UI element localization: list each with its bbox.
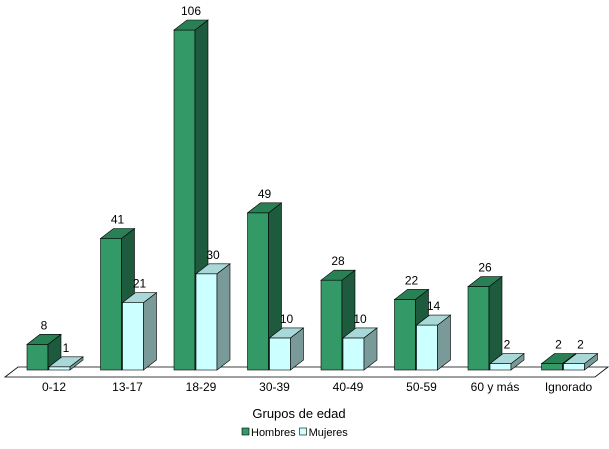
category-label-50-59: 50-59 (406, 380, 437, 394)
bar-mujeres-40-49 (342, 327, 378, 371)
category-label-ignorado: Ignorado (545, 380, 593, 394)
bar-top-face (540, 353, 577, 364)
bar-front-face (195, 273, 218, 371)
value-label-mujeres-13-17: 21 (133, 277, 147, 291)
legend-swatch-hombres (241, 427, 250, 436)
bar-top-face (467, 276, 503, 287)
value-label-hombres-50-59: 22 (405, 273, 419, 287)
bar-front-face (416, 324, 438, 371)
category-label-40-49: 40-49 (333, 380, 364, 394)
value-label-mujeres-60-y-m-s: 2 (504, 338, 511, 352)
bar-mujeres-60-y-m-s (489, 352, 525, 371)
chart-floor (3, 366, 609, 378)
category-label-13-17: 13-17 (112, 380, 143, 394)
bar-top-face (26, 334, 62, 345)
bar-top-face (121, 292, 158, 303)
bar-front-face (173, 29, 196, 371)
value-label-hombres-40-49: 28 (331, 254, 345, 268)
bar-front-face (247, 212, 269, 371)
bar-front-face (100, 238, 122, 371)
bar-front-face (269, 337, 291, 371)
bar-front-face (563, 363, 585, 371)
x-axis-title: Grupos de edad (252, 406, 345, 421)
value-label-mujeres-18-29: 30 (206, 248, 220, 262)
bar-side-face (143, 292, 157, 371)
bars-layer (26, 19, 599, 371)
value-label-hombres-30-39: 49 (258, 187, 272, 201)
legend-label-hombres: Hombres (251, 427, 296, 439)
bar-top-face (99, 228, 136, 239)
bar-mujeres-50-59 (415, 314, 452, 371)
bar-top-face (415, 314, 452, 326)
bar-front-face (48, 366, 71, 371)
bar-front-face (467, 286, 490, 371)
bar-mujeres-13-17 (121, 292, 158, 371)
bar-top-face (320, 269, 356, 281)
value-label-hombres-ignorado: 2 (555, 338, 562, 352)
legend-swatch-mujeres (299, 427, 307, 436)
bar-front-face (342, 337, 365, 371)
bar-hombres-60-y-m-s (467, 275, 503, 371)
bar-front-face (26, 344, 49, 371)
bar-front-face (320, 279, 343, 371)
category-label-60-y-m-s: 60 y más (471, 380, 520, 394)
bar-top-face (393, 289, 430, 300)
bar-mujeres-30-39 (268, 327, 305, 371)
value-label-mujeres-40-49: 10 (353, 312, 367, 326)
category-label-0-12: 0-12 (42, 380, 66, 394)
bar-top-face (173, 19, 209, 31)
bar-top-face (48, 356, 84, 368)
bar-top-face (268, 327, 305, 339)
value-label-mujeres-0-12: 1 (63, 341, 70, 355)
bar-top-face (342, 327, 378, 339)
value-label-hombres-13-17: 41 (111, 212, 125, 226)
value-label-mujeres-ignorado: 2 (577, 338, 584, 352)
bar-front-face (541, 363, 563, 371)
bar-mujeres-18-29 (195, 263, 231, 371)
bar-top-face (489, 353, 525, 364)
bar-front-face (122, 302, 144, 371)
bar-top-face (562, 353, 599, 364)
value-label-mujeres-50-59: 14 (427, 299, 441, 313)
bar-mujeres-ignorado (562, 352, 599, 371)
category-labels-layer: 0-12 13-17 18-29 30-39 40-49 50-59 60 y más Ign… (42, 380, 593, 394)
bar-top-face (195, 263, 231, 275)
category-label-30-39: 30-39 (259, 380, 290, 394)
floor-plane (3, 366, 609, 378)
value-label-hombres-60-y-m-s: 26 (478, 261, 492, 275)
bar-mujeres-0-12 (48, 356, 84, 371)
value-label-hombres-18-29: 106 (181, 4, 201, 18)
bar-front-face (394, 299, 416, 371)
value-label-mujeres-30-39: 10 (280, 312, 294, 326)
bar-front-face (489, 363, 512, 371)
category-label-18-29: 18-29 (186, 380, 217, 394)
bar-top-face (246, 202, 283, 214)
bar-side-face (216, 263, 231, 371)
legend-label-mujeres: Mujeres (309, 427, 349, 439)
value-label-hombres-0-12: 8 (41, 318, 48, 332)
legend: Hombres Mujeres (241, 427, 349, 439)
